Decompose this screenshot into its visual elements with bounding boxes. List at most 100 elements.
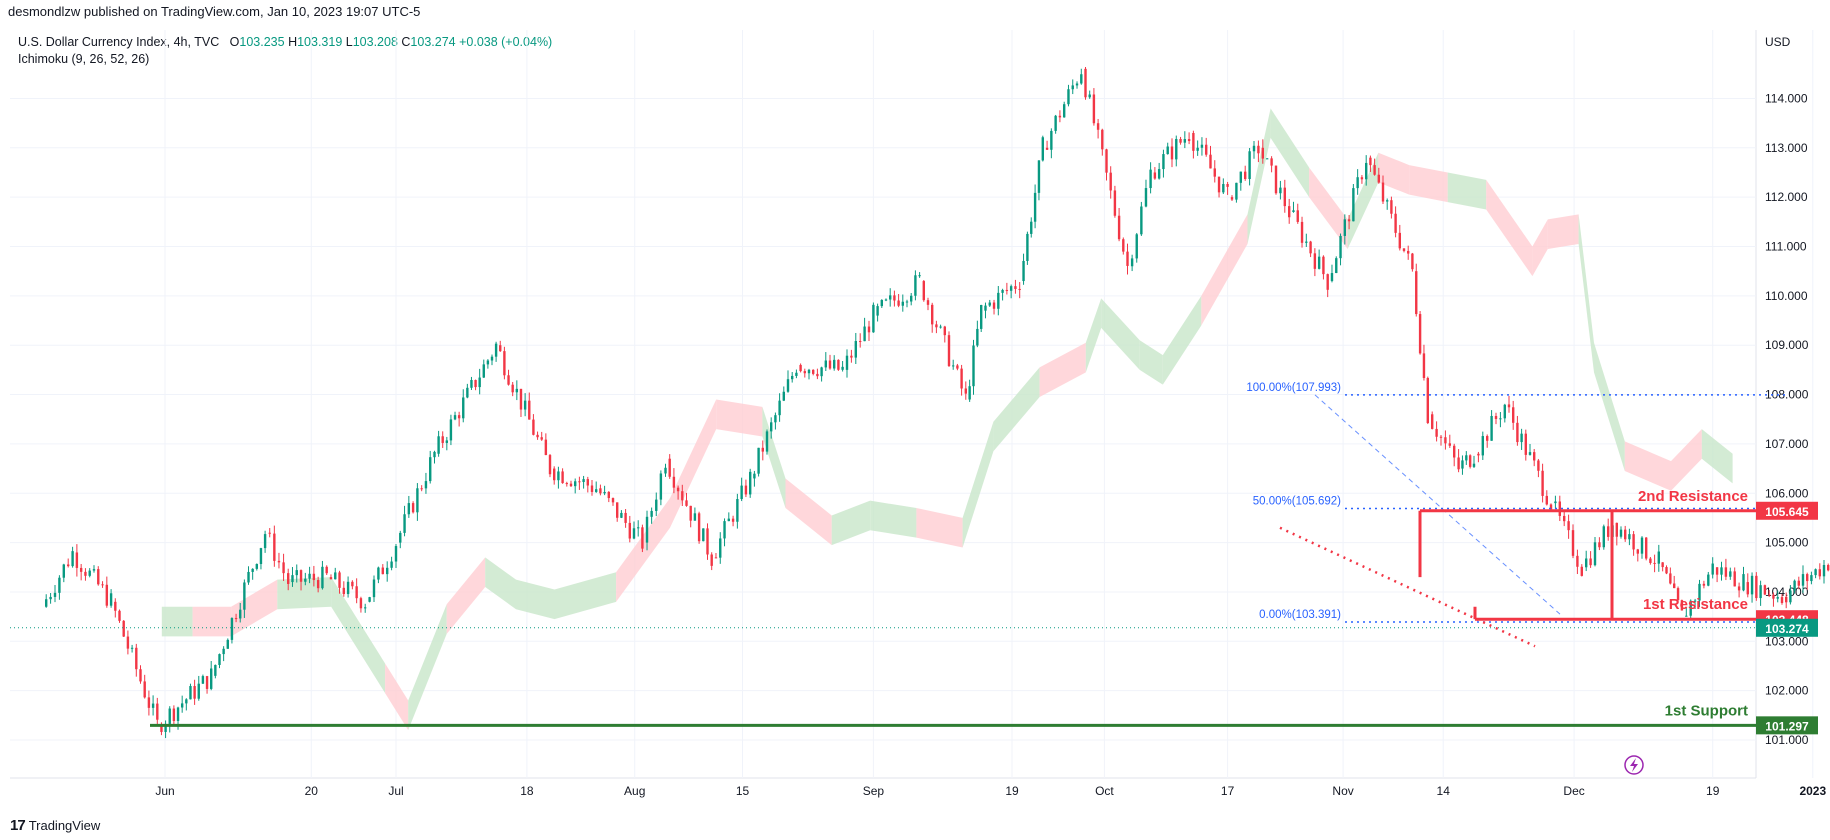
brand-name: TradingView (28, 818, 101, 833)
candle-body (544, 439, 548, 456)
cloud-segment (670, 399, 717, 528)
candle-body (710, 554, 713, 566)
candle-body (557, 471, 560, 481)
high-label: H (288, 35, 298, 49)
candle-body (1162, 154, 1165, 170)
candle-body (1196, 147, 1199, 151)
candle-body (168, 708, 171, 724)
y-tick-label: 111.000 (1765, 240, 1807, 254)
cloud-segment (554, 572, 617, 620)
cloud-segment (616, 498, 670, 602)
candle-body (130, 647, 134, 649)
x-tick-label: Jul (388, 784, 403, 798)
candle-body (753, 473, 756, 479)
candle-body (1041, 137, 1044, 161)
candle-body (1733, 571, 1736, 587)
candle-body (1780, 597, 1784, 603)
candle-body (1394, 213, 1397, 233)
candle-body (58, 577, 61, 593)
cloud-segment (831, 500, 871, 546)
candle-body (1797, 580, 1800, 586)
candle-body (1235, 182, 1238, 200)
candle-body (807, 369, 811, 374)
candle-body (1818, 569, 1821, 577)
candle-body (97, 569, 100, 585)
fib-level-label: 100.00%(107.993) (1246, 382, 1341, 394)
candle-body (988, 302, 991, 306)
candle-body (126, 636, 130, 649)
candle-body (1448, 443, 1451, 446)
indicator-name[interactable]: Ichimoku (9, 26, 52, 26) (18, 52, 150, 66)
candle-body (1030, 221, 1033, 234)
candle-body (1593, 542, 1597, 566)
candle-body (1602, 526, 1605, 548)
candle-body (1422, 353, 1426, 378)
candle-body (1431, 414, 1434, 429)
candle-body (1494, 415, 1498, 419)
candle-body (1636, 549, 1639, 554)
x-tick-label: 19 (1706, 784, 1720, 798)
candle-body (616, 502, 619, 518)
candle-body (243, 582, 246, 610)
candle-body (1707, 574, 1710, 586)
x-tick-label: Oct (1095, 784, 1114, 798)
candle-body (774, 415, 777, 423)
candle-body (1711, 563, 1714, 575)
cloud-segment (1247, 108, 1271, 245)
candle-body (1050, 130, 1053, 150)
candle-body (997, 292, 1000, 309)
candle-body (1381, 182, 1385, 202)
candle-body (1516, 422, 1519, 443)
cloud-segment (485, 557, 516, 610)
x-tick-label: Aug (624, 784, 645, 798)
cloud-segment (1532, 219, 1548, 277)
candle-body (308, 573, 311, 579)
candle-body (1669, 573, 1672, 584)
candle-body (926, 300, 930, 305)
candle-body (193, 686, 196, 699)
candle-body (1071, 85, 1074, 90)
candle-body (511, 384, 514, 393)
candle-body (1580, 566, 1583, 576)
symbol-name[interactable]: U.S. Dollar Currency Index, 4h, TVC (18, 35, 220, 49)
candle-body (837, 359, 840, 370)
candle-body (590, 485, 594, 492)
candle-body (1252, 145, 1256, 152)
candle-body (92, 569, 96, 571)
candle-body (569, 483, 573, 487)
candle-body (1022, 260, 1025, 282)
candle-body (1598, 542, 1601, 548)
cloud-segment (962, 421, 994, 548)
candle-body (1200, 144, 1204, 148)
candle-body (689, 505, 692, 521)
candle-body (1772, 594, 1775, 599)
candle-body (259, 548, 263, 565)
x-tick-label: 18 (520, 784, 534, 798)
current-price-tag-bg (1756, 618, 1818, 637)
candle-body (1365, 162, 1368, 180)
y-tick-label: 112.000 (1765, 190, 1808, 204)
candle-body (105, 584, 109, 606)
candle-body (399, 532, 402, 543)
x-tick-label: Sep (863, 784, 885, 798)
current-price-tag-label: 103.274 (1765, 622, 1809, 636)
candle-body (372, 579, 376, 598)
candle-body (1653, 562, 1656, 564)
candle-body (239, 609, 242, 619)
cloud-segment (161, 606, 193, 637)
candle-body (1533, 452, 1536, 461)
candle-body (964, 388, 967, 394)
candle-body (351, 581, 354, 587)
candle-body (234, 618, 238, 620)
candle-body (1481, 436, 1484, 456)
candle-body (611, 498, 615, 503)
candle-body (1444, 437, 1447, 444)
candle-body (803, 371, 806, 374)
candle-body (1096, 123, 1100, 130)
candle-body (230, 618, 234, 640)
candle-body (1075, 83, 1079, 86)
candle-body (1175, 138, 1178, 160)
candle-body (876, 306, 879, 316)
candle-body (49, 596, 52, 600)
